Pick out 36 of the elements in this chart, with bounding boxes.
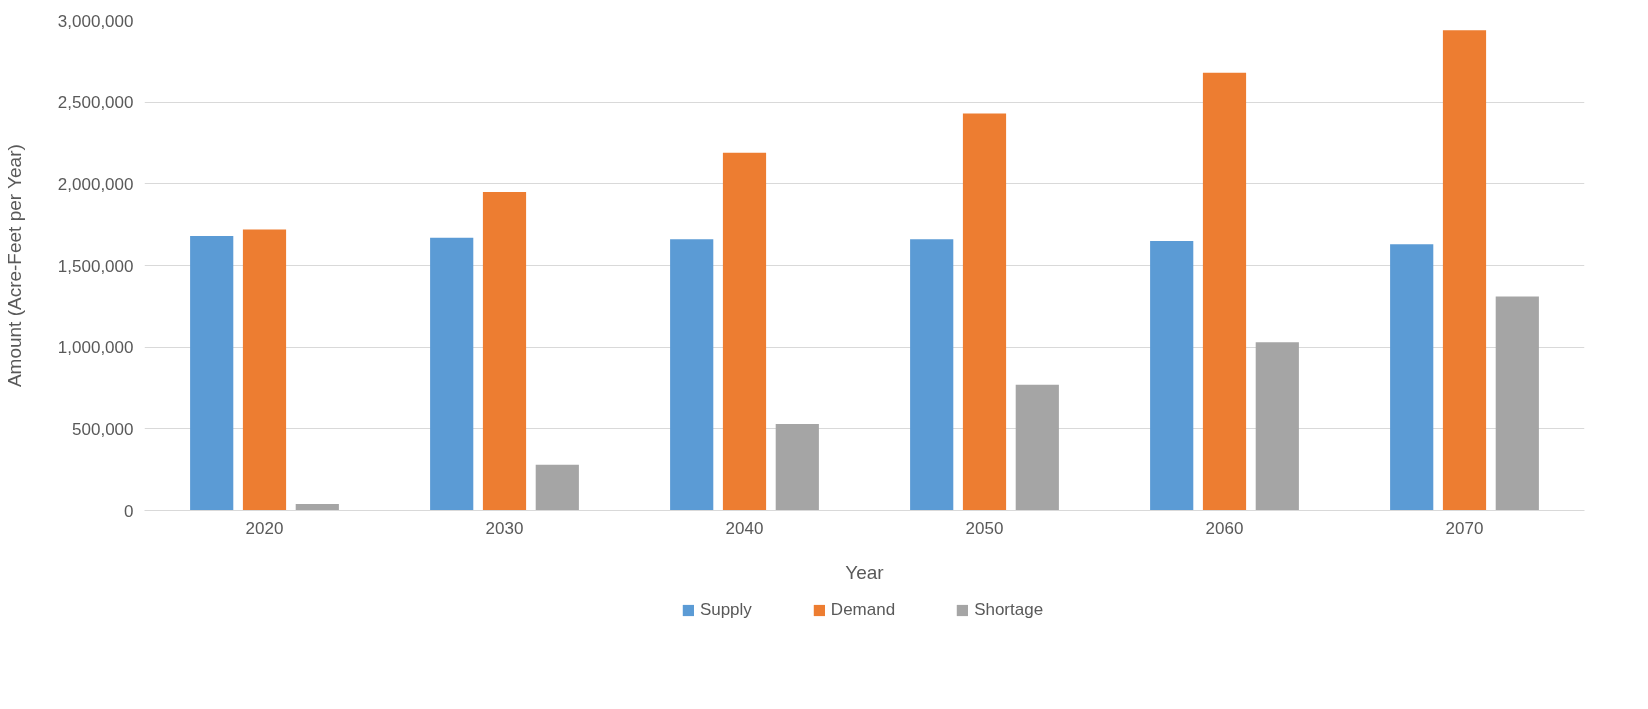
x-tick-label: 2020 (245, 518, 284, 538)
x-axis-title: Year (845, 561, 885, 583)
bar (1255, 342, 1299, 511)
bar (962, 113, 1007, 511)
bar (190, 236, 234, 511)
y-tick-label: 3,000,000 (57, 11, 134, 31)
x-tick-label: 2070 (1445, 518, 1484, 538)
y-tick-label: 2,000,000 (57, 174, 134, 194)
bar (910, 239, 954, 511)
x-tick-label: 2050 (965, 518, 1004, 538)
x-tick-label: 2040 (725, 518, 764, 538)
bar (295, 503, 339, 511)
bar (722, 152, 767, 511)
bar (1390, 244, 1434, 511)
bar (535, 464, 579, 511)
y-tick-label: 2,500,000 (57, 93, 134, 113)
bar (1202, 72, 1247, 511)
y-axis-title: Amount (Acre-Feet per Year) (3, 144, 25, 388)
y-tick-label: 0 (124, 501, 134, 521)
bar (482, 192, 527, 511)
bar (430, 237, 474, 511)
bar (1015, 384, 1059, 511)
x-tick-label: 2030 (485, 518, 524, 538)
bar (1495, 296, 1539, 511)
bar (1150, 241, 1194, 511)
bar (670, 239, 714, 511)
x-tick-label: 2060 (1205, 518, 1244, 538)
legend-label: Demand (830, 600, 896, 620)
y-tick-label: 500,000 (72, 419, 134, 439)
bar (242, 229, 287, 511)
bar (1442, 30, 1487, 511)
y-tick-label: 1,000,000 (57, 338, 134, 358)
legend-label: Shortage (974, 600, 1044, 620)
y-tick-label: 1,500,000 (57, 256, 134, 276)
legend-label: Supply (699, 600, 752, 620)
bar (775, 423, 819, 511)
